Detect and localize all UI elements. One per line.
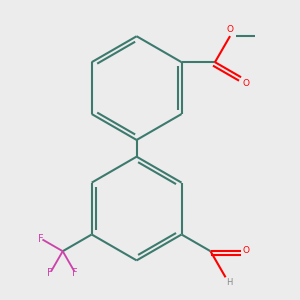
Text: F: F bbox=[38, 234, 44, 244]
Text: O: O bbox=[242, 246, 249, 255]
Text: F: F bbox=[73, 268, 78, 278]
Text: H: H bbox=[226, 278, 232, 287]
Text: F: F bbox=[47, 268, 53, 278]
Text: O: O bbox=[243, 79, 250, 88]
Text: O: O bbox=[226, 26, 233, 34]
